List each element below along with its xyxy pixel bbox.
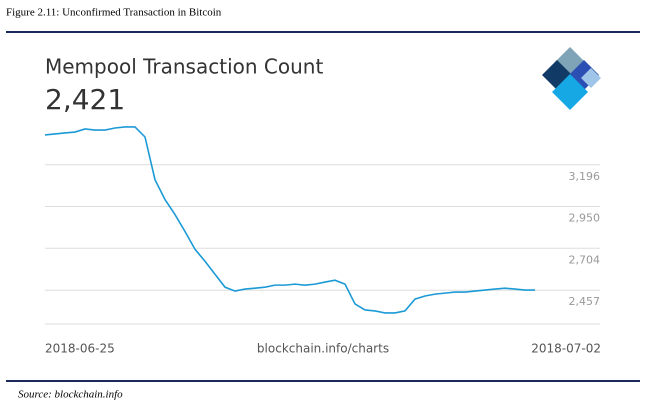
y-tick-label: 2,704 (569, 253, 601, 266)
y-tick-label: 2,457 (569, 295, 601, 308)
x-end-label: 2018-07-02 (531, 342, 601, 356)
x-start-label: 2018-06-25 (45, 342, 115, 356)
x-center-label: blockchain.info/charts (257, 342, 389, 356)
line (44, 126, 535, 314)
logo (542, 47, 601, 110)
y-tick-label: 2,950 (569, 212, 601, 225)
source: Source: blockchain.info (18, 389, 123, 401)
caption: Figure 2.11: Unconfirmed Transaction in … (6, 7, 222, 19)
y-tick-label: 3,196 (569, 170, 601, 183)
chart-title: Mempool Transaction Count (45, 55, 323, 79)
current-value: 2,421 (45, 83, 125, 116)
